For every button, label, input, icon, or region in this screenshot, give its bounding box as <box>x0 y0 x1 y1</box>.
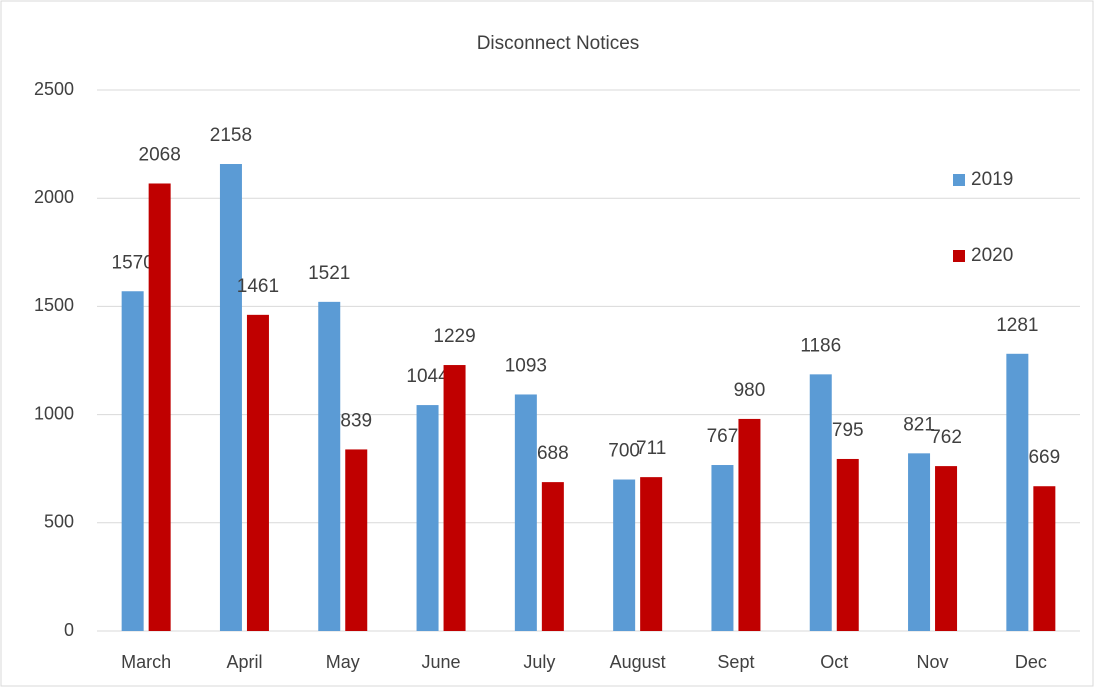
y-tick-label: 2000 <box>34 187 74 207</box>
legend-label: 2019 <box>971 169 1013 190</box>
bar <box>318 301 341 631</box>
data-label: 711 <box>636 438 666 459</box>
bar <box>345 449 368 631</box>
bar <box>514 394 537 631</box>
data-label: 1521 <box>308 263 350 284</box>
x-tick-label: Nov <box>917 652 949 672</box>
x-tick-label: May <box>326 652 360 672</box>
x-tick-label: August <box>610 652 666 672</box>
data-label: 980 <box>734 380 766 401</box>
bar <box>836 458 859 631</box>
bar <box>246 314 269 631</box>
data-label: 669 <box>1028 447 1060 468</box>
y-tick-label: 1500 <box>34 295 74 315</box>
data-label: 821 <box>903 414 935 435</box>
bar <box>148 183 171 631</box>
x-tick-label: Sept <box>717 652 754 672</box>
data-label: 2068 <box>139 145 181 166</box>
x-tick-label: March <box>121 652 171 672</box>
legend-label: 2020 <box>971 245 1013 266</box>
data-label: 688 <box>537 443 569 464</box>
bar <box>711 465 734 631</box>
bar <box>1033 486 1056 631</box>
data-label: 767 <box>707 426 739 447</box>
bar <box>416 405 439 631</box>
data-label: 839 <box>340 410 372 431</box>
data-label: 1570 <box>112 252 154 273</box>
bar <box>1006 353 1029 631</box>
y-tick-label: 2500 <box>34 79 74 99</box>
legend-swatch <box>953 250 965 262</box>
x-tick-label: July <box>523 652 555 672</box>
chart-title: Disconnect Notices <box>477 33 640 54</box>
bar <box>219 164 242 632</box>
y-tick-label: 1000 <box>34 403 74 423</box>
bar <box>541 482 564 631</box>
bar <box>121 291 144 631</box>
y-tick-label: 500 <box>44 512 74 532</box>
x-tick-label: April <box>226 652 262 672</box>
bar <box>935 466 958 631</box>
x-tick-label: Oct <box>820 652 848 672</box>
data-label: 1229 <box>433 326 475 347</box>
bar <box>738 418 761 631</box>
bar <box>640 477 663 631</box>
bar <box>908 453 931 631</box>
data-label: 762 <box>930 427 962 448</box>
bar <box>613 479 636 631</box>
data-label: 700 <box>608 441 640 462</box>
data-label: 1461 <box>237 276 279 297</box>
y-tick-label: 0 <box>64 620 74 640</box>
x-tick-label: June <box>422 652 461 672</box>
data-label: 795 <box>832 420 864 441</box>
data-label: 2158 <box>210 125 252 146</box>
data-label: 1093 <box>505 355 547 376</box>
data-label: 1281 <box>996 315 1038 336</box>
data-label: 1186 <box>800 335 841 356</box>
bar <box>443 365 466 631</box>
data-label: 1044 <box>406 366 449 387</box>
legend-swatch <box>953 174 965 186</box>
x-tick-label: Dec <box>1015 652 1047 672</box>
bar <box>809 374 832 631</box>
